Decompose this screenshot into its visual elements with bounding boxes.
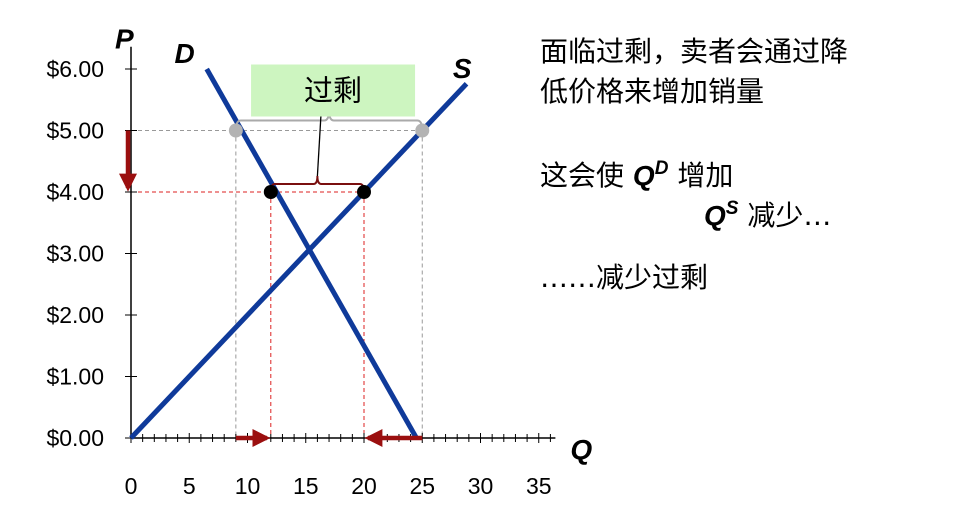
points-layer (228, 123, 430, 199)
lowered-qd-point (263, 185, 278, 199)
qd-symbol: QD (632, 158, 669, 191)
x-tick-label: 35 (526, 473, 552, 499)
note-spacer-2 (540, 236, 950, 258)
guide-lines-layer (131, 130, 423, 438)
note-line-3-suffix: 增加 (677, 159, 734, 192)
brace-connector (316, 113, 322, 177)
note-spacer (540, 112, 950, 152)
y-tick-label: $3.00 (46, 241, 104, 267)
lowered-surplus-brace (269, 175, 365, 193)
note-line-4: QS 减少… (540, 196, 950, 236)
qd-superscript: D (654, 158, 669, 179)
annotations-layer (119, 64, 424, 447)
lowered-qs-point (357, 185, 371, 199)
series-label-d: D (174, 38, 194, 69)
y-tick-label: $1.00 (46, 364, 104, 390)
labels-layer: 0 5 10 15 20 25 30 35 $0.00 $1.00 $2.00 $3.00 $4.00 $… (46, 24, 592, 499)
series-label-s: S (453, 53, 472, 84)
y-axis-title: P (115, 24, 134, 55)
note-line-3-prefix: 这会使 (540, 159, 625, 192)
x-tick-label: 20 (351, 473, 377, 499)
qs-superscript: S (725, 198, 739, 219)
qs-symbol: QS (704, 198, 739, 231)
x-tick-label: 30 (468, 473, 494, 499)
explanation-text: 面临过剩，卖者会通过降 低价格来增加销量 这会使 QD 增加 QS 减少… ……… (540, 32, 950, 298)
x-tick-label: 15 (293, 473, 319, 499)
note-line-1: 面临过剩，卖者会通过降 (540, 35, 849, 68)
qd-letter: Q (632, 160, 655, 191)
series-line-s (129, 82, 469, 440)
axes-layer (125, 46, 556, 443)
initial-qd-point (228, 123, 243, 138)
note-line-5: ……减少过剩 (540, 261, 709, 294)
surplus-label-box (251, 64, 416, 117)
y-tick-label: $4.00 (46, 179, 104, 205)
surplus-label: 过剩 (304, 74, 362, 108)
note-line-3: 这会使 QD 增加 (540, 156, 950, 196)
x-tick-label: 10 (235, 473, 261, 499)
initial-qs-point (415, 123, 430, 138)
note-line-4-suffix: 减少… (747, 199, 832, 232)
y-tick-label: $6.00 (46, 56, 104, 82)
y-tick-label: $5.00 (46, 118, 104, 144)
x-tick-label: 25 (409, 473, 435, 499)
x-tick-label: 0 (125, 473, 138, 499)
y-tick-label: $0.00 (46, 425, 104, 451)
note-line-2: 低价格来增加销量 (540, 75, 765, 108)
curves-layer (129, 67, 469, 440)
y-tick-label: $2.00 (46, 302, 104, 328)
x-tick-label: 5 (183, 473, 196, 499)
qs-letter: Q (704, 200, 726, 231)
x-axis-title: Q (570, 434, 592, 465)
